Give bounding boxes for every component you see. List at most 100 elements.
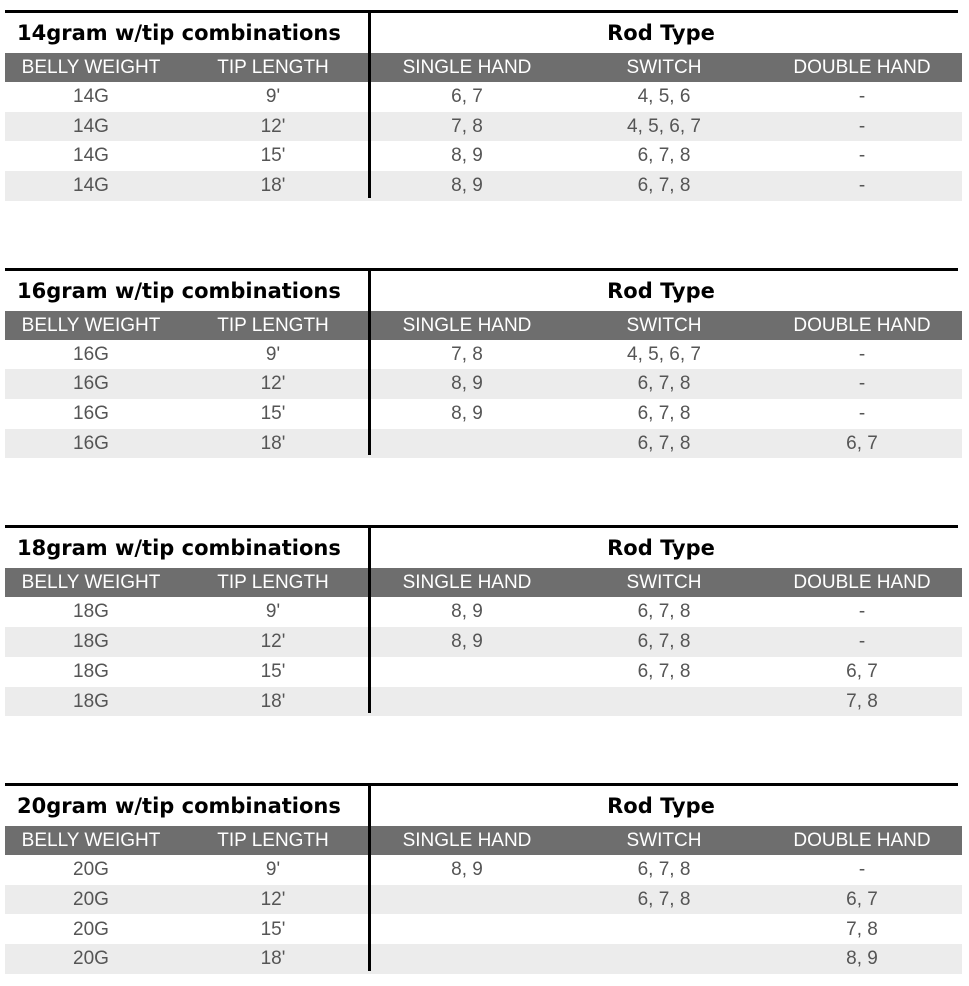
table-cell: 6, 7, 8 — [637, 888, 691, 910]
column-header: TIP LENGTH — [217, 314, 329, 336]
table-cell: 15' — [260, 660, 286, 682]
column-header: SWITCH — [626, 57, 702, 78]
table-cell: 18G — [73, 690, 109, 712]
column-header: BELLY WEIGHT — [21, 572, 161, 594]
table-cell: 8, 9 — [451, 145, 483, 167]
table-cell: 9' — [265, 859, 281, 881]
table-title: 16gram w/tip combinations — [17, 278, 341, 303]
table-cell: 6, 7 — [451, 86, 483, 107]
table-cell: 6, 7, 8 — [637, 859, 691, 881]
column-header: TIP LENGTH — [217, 830, 329, 852]
table-cell: - — [858, 859, 866, 881]
row-shade — [5, 111, 962, 142]
table-cell: 18G — [73, 660, 109, 682]
table-cell: 8, 9 — [451, 601, 483, 623]
table-cell: 14G — [73, 115, 109, 137]
row-shade — [5, 428, 962, 459]
table-cell: 15' — [260, 145, 286, 167]
table-title: 18gram w/tip combinations — [17, 536, 341, 561]
header-row — [5, 568, 962, 598]
table-cell: 6, 7 — [846, 888, 878, 910]
column-header: SINGLE HAND — [402, 314, 532, 336]
table-cell: 12' — [260, 373, 286, 395]
table-cell: 18' — [260, 948, 286, 970]
table-cell: - — [858, 373, 866, 395]
top-rule — [5, 10, 958, 13]
table-cell: 4, 5, 6, 7 — [627, 343, 701, 365]
column-header: SWITCH — [626, 572, 702, 594]
row-shade — [5, 627, 962, 657]
row-shade — [5, 686, 962, 717]
row-shade — [5, 944, 962, 974]
table-title: 20gram w/tip combinations — [17, 794, 341, 819]
group-header: Rod Type — [607, 794, 715, 819]
table-cell: 18' — [260, 432, 286, 454]
table-cell: 18' — [260, 690, 286, 712]
table-cell: 6, 7, 8 — [637, 145, 691, 167]
top-rule — [5, 267, 958, 271]
table-cell: 8, 9 — [451, 373, 483, 395]
table-cell: 6, 7, 8 — [637, 432, 691, 454]
table-cell: 6, 7, 8 — [637, 175, 691, 197]
table-cell: - — [858, 631, 866, 653]
table-cell: 6, 7, 8 — [637, 631, 691, 653]
table-cell: 8, 9 — [451, 403, 483, 425]
table-cell: - — [858, 115, 866, 137]
table-cell: 20G — [73, 888, 109, 910]
column-divider — [368, 525, 371, 714]
row-shade — [5, 369, 962, 400]
column-header: BELLY WEIGHT — [21, 314, 161, 336]
table-cell: 6, 7, 8 — [637, 601, 691, 623]
column-header: SWITCH — [626, 314, 702, 336]
column-header: DOUBLE HAND — [793, 314, 931, 336]
table-cell: 18G — [73, 631, 109, 653]
table-cell: 20G — [73, 918, 109, 940]
column-header: DOUBLE HAND — [793, 830, 931, 852]
top-rule — [5, 783, 958, 787]
table-cell: 12' — [260, 115, 286, 137]
group-header: Rod Type — [607, 21, 715, 45]
table-cell: 6, 7 — [846, 660, 878, 682]
table-cell: 14G — [73, 86, 109, 107]
table-cell: 7, 8 — [451, 343, 483, 365]
table-cell: 20G — [73, 948, 109, 970]
table-cell: - — [858, 343, 866, 365]
table-cell: 9' — [265, 601, 281, 623]
table-cell: - — [858, 601, 866, 623]
table-cell: 16G — [73, 343, 109, 365]
table-cell: 14G — [73, 175, 109, 197]
column-header: SINGLE HAND — [402, 830, 532, 852]
table-cell: - — [858, 175, 866, 197]
table-cell: 8, 9 — [846, 948, 878, 970]
table-cell: 9' — [265, 86, 281, 107]
table-cell: 6, 7 — [846, 432, 878, 454]
table-cell: 16G — [73, 373, 109, 395]
column-header: TIP LENGTH — [217, 572, 329, 594]
column-header: DOUBLE HAND — [793, 57, 931, 78]
table-cell: 20G — [73, 859, 109, 881]
table-cell: 8, 9 — [451, 859, 483, 881]
table-cell: 7, 8 — [846, 918, 878, 940]
table-cell: 16G — [73, 432, 109, 454]
group-header: Rod Type — [607, 536, 715, 561]
header-row — [5, 826, 962, 856]
table-cell: - — [858, 86, 866, 107]
column-header: TIP LENGTH — [217, 57, 329, 78]
table-cell: 4, 5, 6 — [637, 86, 691, 107]
top-rule — [5, 525, 958, 529]
table-cell: 8, 9 — [451, 175, 483, 197]
column-header: BELLY WEIGHT — [21, 830, 161, 852]
column-header: SINGLE HAND — [402, 57, 532, 78]
column-header: SINGLE HAND — [402, 572, 532, 594]
row-shade — [5, 884, 962, 915]
table-cell: 15' — [260, 403, 286, 425]
table-cell: - — [858, 145, 866, 167]
table-title: 14gram w/tip combinations — [17, 21, 341, 45]
column-divider — [368, 10, 371, 198]
table-cell: 18G — [73, 601, 109, 623]
table-cell: 8, 9 — [451, 631, 483, 653]
table-cell: 18' — [260, 175, 286, 197]
table-cell: 15' — [260, 918, 286, 940]
table-cell: 7, 8 — [451, 115, 483, 137]
